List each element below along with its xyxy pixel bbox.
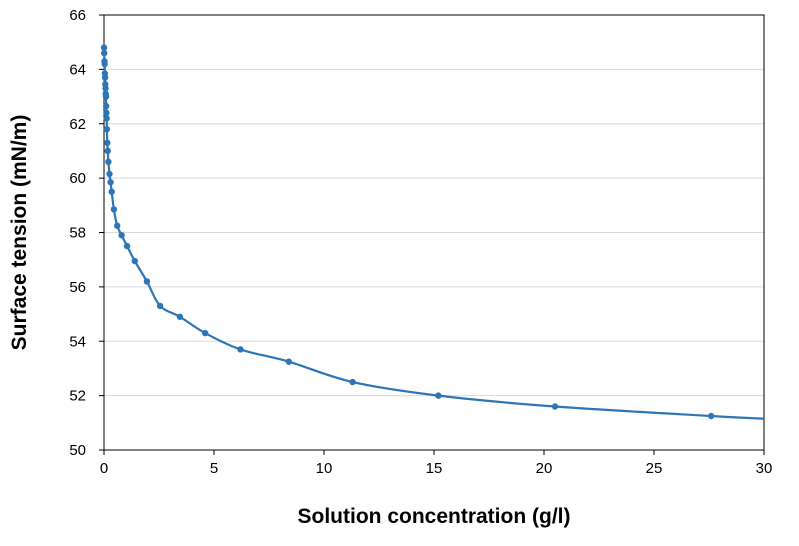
data-point [101,74,109,81]
y-tick-label: 60 [69,170,86,187]
data-point [143,278,151,285]
data-series-line [102,47,765,420]
data-point [103,102,110,110]
data-point [114,222,121,229]
y-tick-label: 56 [69,279,86,296]
data-point [103,125,111,133]
horizontal-gridlines [99,14,764,451]
x-tick-label: 0 [100,460,108,477]
y-tick-label: 54 [69,333,86,350]
data-point [349,378,356,386]
data-point [108,188,115,195]
data-point [110,206,118,213]
data-point [105,158,112,166]
data-point [202,329,209,337]
data-point [100,44,108,51]
data-point [435,392,442,399]
data-point [106,170,113,178]
data-point [104,139,111,146]
data-point [101,49,108,57]
x-tick-label: 20 [536,460,553,477]
data-point [104,147,111,155]
x-tick-label: 15 [426,460,443,477]
x-tick-label: 25 [646,460,663,477]
data-point [102,85,109,92]
data-point [118,232,125,239]
y-tick-label: 66 [69,7,86,24]
x-tick-label: 5 [210,460,218,477]
data-point [103,115,110,122]
y-tick-label: 50 [69,442,86,459]
data-point [107,179,114,186]
y-tick-label: 52 [69,388,86,405]
data-point [237,346,244,353]
data-points [100,44,715,420]
data-point [551,403,559,410]
y-tick-labels: 50 52 54 56 58 60 62 64 66 [69,7,86,459]
y-tick-label: 64 [69,61,86,78]
x-axis-title: Solution concentration (g/l) [298,505,571,528]
data-point [708,412,715,420]
y-axis-title: Surface tension (mN/m) [8,115,31,351]
data-point [156,302,164,310]
y-tick-label: 58 [69,225,86,242]
data-point [123,242,131,250]
x-tick-labels: 0 5 10 15 20 25 30 [100,460,773,477]
x-tick-label: 10 [316,460,333,477]
data-point [102,93,110,100]
y-tick-label: 62 [69,116,86,133]
data-point [176,313,184,320]
data-point [285,358,292,365]
data-point [131,257,138,265]
data-point [103,109,110,117]
x-tick-label: 30 [756,460,773,477]
data-point [101,60,108,68]
axes [103,14,765,455]
